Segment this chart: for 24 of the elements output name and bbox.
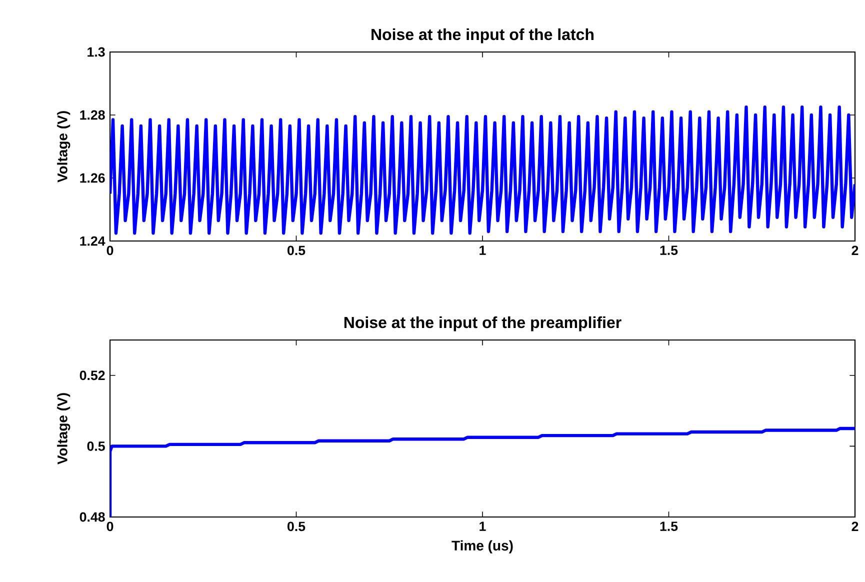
x-tick-label: 1 <box>480 246 486 255</box>
chart-title: Noise at the input of the preamplifier <box>344 316 622 332</box>
x-tick-label: 0.5 <box>288 246 306 256</box>
y-tick-label: 0.52 <box>80 370 105 380</box>
x-tick-label: 0 <box>106 522 114 532</box>
line-series <box>110 106 855 235</box>
y-tick-label: 1.26 <box>80 173 105 183</box>
x-tick-label: 1.5 <box>660 246 678 255</box>
x-tick-label: 1.5 <box>660 522 678 531</box>
line-series <box>110 426 855 517</box>
y-axis-title: Voltage (V) <box>57 111 70 182</box>
y-axis-title: Voltage (V) <box>57 393 70 464</box>
x-tick-label: 2 <box>852 522 858 532</box>
y-tick-label: 1.24 <box>80 236 106 246</box>
x-tick-label: 0 <box>106 246 114 256</box>
y-tick-label: 1.28 <box>80 110 105 120</box>
y-tick-label: 1.3 <box>88 47 105 57</box>
x-axis-title: Time (us) <box>452 540 513 554</box>
x-tick-label: 2 <box>852 246 858 256</box>
x-tick-label: 0.5 <box>288 522 306 532</box>
y-tick-label: 0.5 <box>87 441 105 451</box>
x-tick-label: 1 <box>480 522 486 531</box>
y-tick-label: 0.48 <box>80 512 105 522</box>
chart-title: Noise at the input of the latch <box>372 28 594 44</box>
